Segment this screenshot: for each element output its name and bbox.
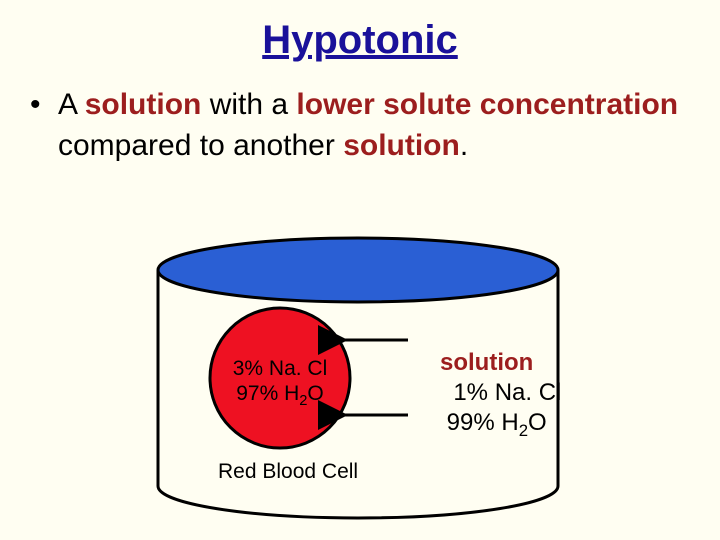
solution-composition-label: solution 1% Na. Cl 99% H2O [440,348,561,442]
page-title: Hypotonic [0,0,720,63]
red-blood-cell-label: Red Blood Cell [218,460,358,484]
definition-text: A solution with a lower solute concentra… [58,85,690,166]
bullet-dot: • [30,85,58,166]
cell-composition-label: 3% Na. Cl97% H2O [214,356,346,411]
definition-bullet: • A solution with a lower solute concent… [0,63,720,166]
